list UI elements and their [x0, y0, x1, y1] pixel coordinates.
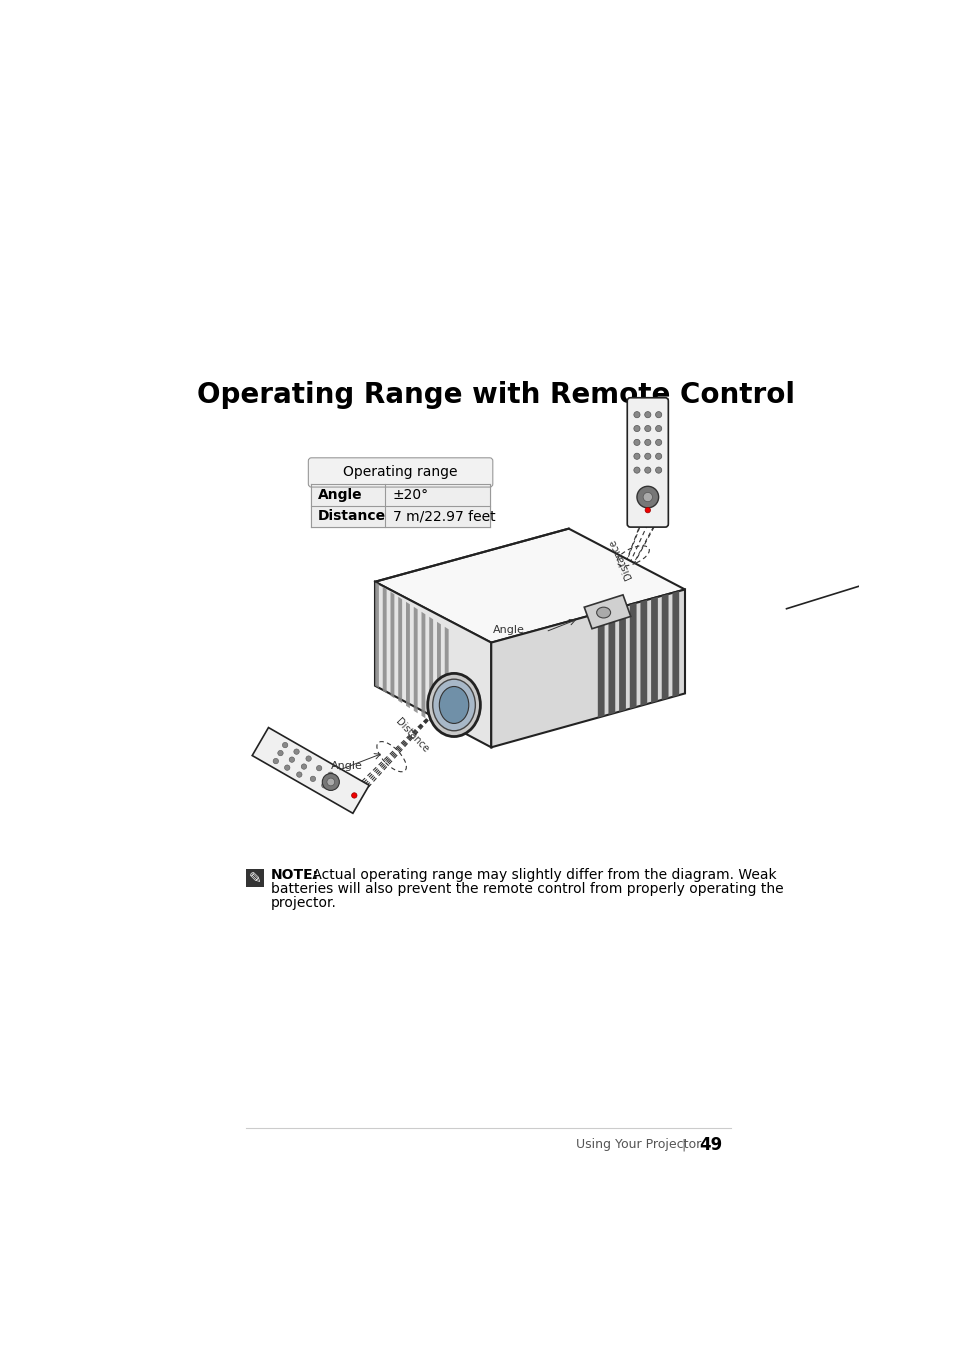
Polygon shape [618, 605, 625, 712]
Polygon shape [598, 612, 604, 717]
Bar [311, 505, 489, 527]
Text: Distance: Distance [606, 538, 633, 581]
Text: Operating range: Operating range [343, 466, 457, 480]
FancyBboxPatch shape [627, 397, 668, 527]
Ellipse shape [294, 748, 299, 754]
Polygon shape [414, 607, 417, 713]
Text: Distance: Distance [317, 509, 385, 523]
Ellipse shape [637, 486, 658, 508]
Ellipse shape [277, 750, 283, 755]
Ellipse shape [644, 426, 650, 431]
Polygon shape [390, 592, 394, 698]
Polygon shape [406, 601, 410, 708]
Polygon shape [583, 594, 630, 628]
Bar [311, 484, 489, 505]
Polygon shape [650, 597, 658, 703]
Ellipse shape [427, 673, 480, 736]
Text: 49: 49 [699, 1136, 721, 1154]
Ellipse shape [310, 775, 315, 781]
Polygon shape [661, 594, 668, 700]
Text: Angle: Angle [492, 626, 524, 635]
Text: projector.: projector. [271, 896, 336, 909]
Ellipse shape [655, 467, 661, 473]
Polygon shape [608, 608, 615, 715]
Polygon shape [491, 589, 684, 747]
Polygon shape [639, 600, 646, 705]
Ellipse shape [642, 493, 652, 501]
Text: Distance: Distance [393, 717, 430, 755]
Ellipse shape [644, 508, 650, 513]
Ellipse shape [301, 763, 306, 769]
Polygon shape [375, 528, 684, 643]
Ellipse shape [655, 439, 661, 446]
Ellipse shape [644, 439, 650, 446]
Polygon shape [629, 603, 636, 709]
Ellipse shape [633, 439, 639, 446]
Bar [311, 484, 489, 527]
Ellipse shape [433, 680, 475, 731]
Ellipse shape [282, 743, 288, 748]
Text: Angle: Angle [331, 761, 362, 771]
Text: Angle: Angle [317, 488, 362, 501]
Text: batteries will also prevent the remote control from properly operating the: batteries will also prevent the remote c… [271, 882, 783, 896]
Ellipse shape [327, 778, 335, 786]
Ellipse shape [352, 793, 356, 798]
Polygon shape [252, 728, 369, 813]
Ellipse shape [644, 453, 650, 459]
Text: 7 m/22.97 feet: 7 m/22.97 feet [393, 509, 495, 523]
Ellipse shape [644, 467, 650, 473]
Polygon shape [375, 582, 491, 747]
Ellipse shape [633, 467, 639, 473]
Text: NOTE:: NOTE: [271, 869, 319, 882]
Ellipse shape [322, 774, 339, 790]
Text: Operating Range with Remote Control: Operating Range with Remote Control [196, 381, 794, 408]
Ellipse shape [633, 412, 639, 417]
Ellipse shape [633, 426, 639, 431]
Text: Actual operating range may slightly differ from the diagram. Weak: Actual operating range may slightly diff… [308, 869, 776, 882]
Polygon shape [672, 592, 679, 697]
Polygon shape [382, 586, 386, 693]
Polygon shape [429, 617, 433, 723]
Ellipse shape [296, 771, 302, 777]
FancyBboxPatch shape [308, 458, 493, 488]
Text: ✎: ✎ [248, 871, 261, 886]
Ellipse shape [633, 453, 639, 459]
Ellipse shape [655, 453, 661, 459]
Ellipse shape [321, 782, 327, 788]
Ellipse shape [596, 607, 610, 617]
Polygon shape [375, 582, 378, 688]
Polygon shape [436, 621, 440, 728]
Ellipse shape [655, 426, 661, 431]
Ellipse shape [328, 771, 333, 777]
Ellipse shape [306, 755, 311, 761]
Polygon shape [397, 597, 402, 704]
Text: Using Your Projector: Using Your Projector [576, 1138, 701, 1151]
Ellipse shape [316, 766, 321, 771]
Ellipse shape [284, 765, 290, 770]
Ellipse shape [644, 412, 650, 417]
Ellipse shape [655, 412, 661, 417]
Text: |: | [680, 1138, 685, 1151]
Polygon shape [421, 612, 425, 719]
Ellipse shape [289, 757, 294, 762]
Bar [245, 869, 264, 888]
Polygon shape [444, 627, 448, 734]
Text: ±20°: ±20° [393, 488, 429, 501]
Ellipse shape [273, 758, 278, 763]
Ellipse shape [439, 686, 468, 723]
